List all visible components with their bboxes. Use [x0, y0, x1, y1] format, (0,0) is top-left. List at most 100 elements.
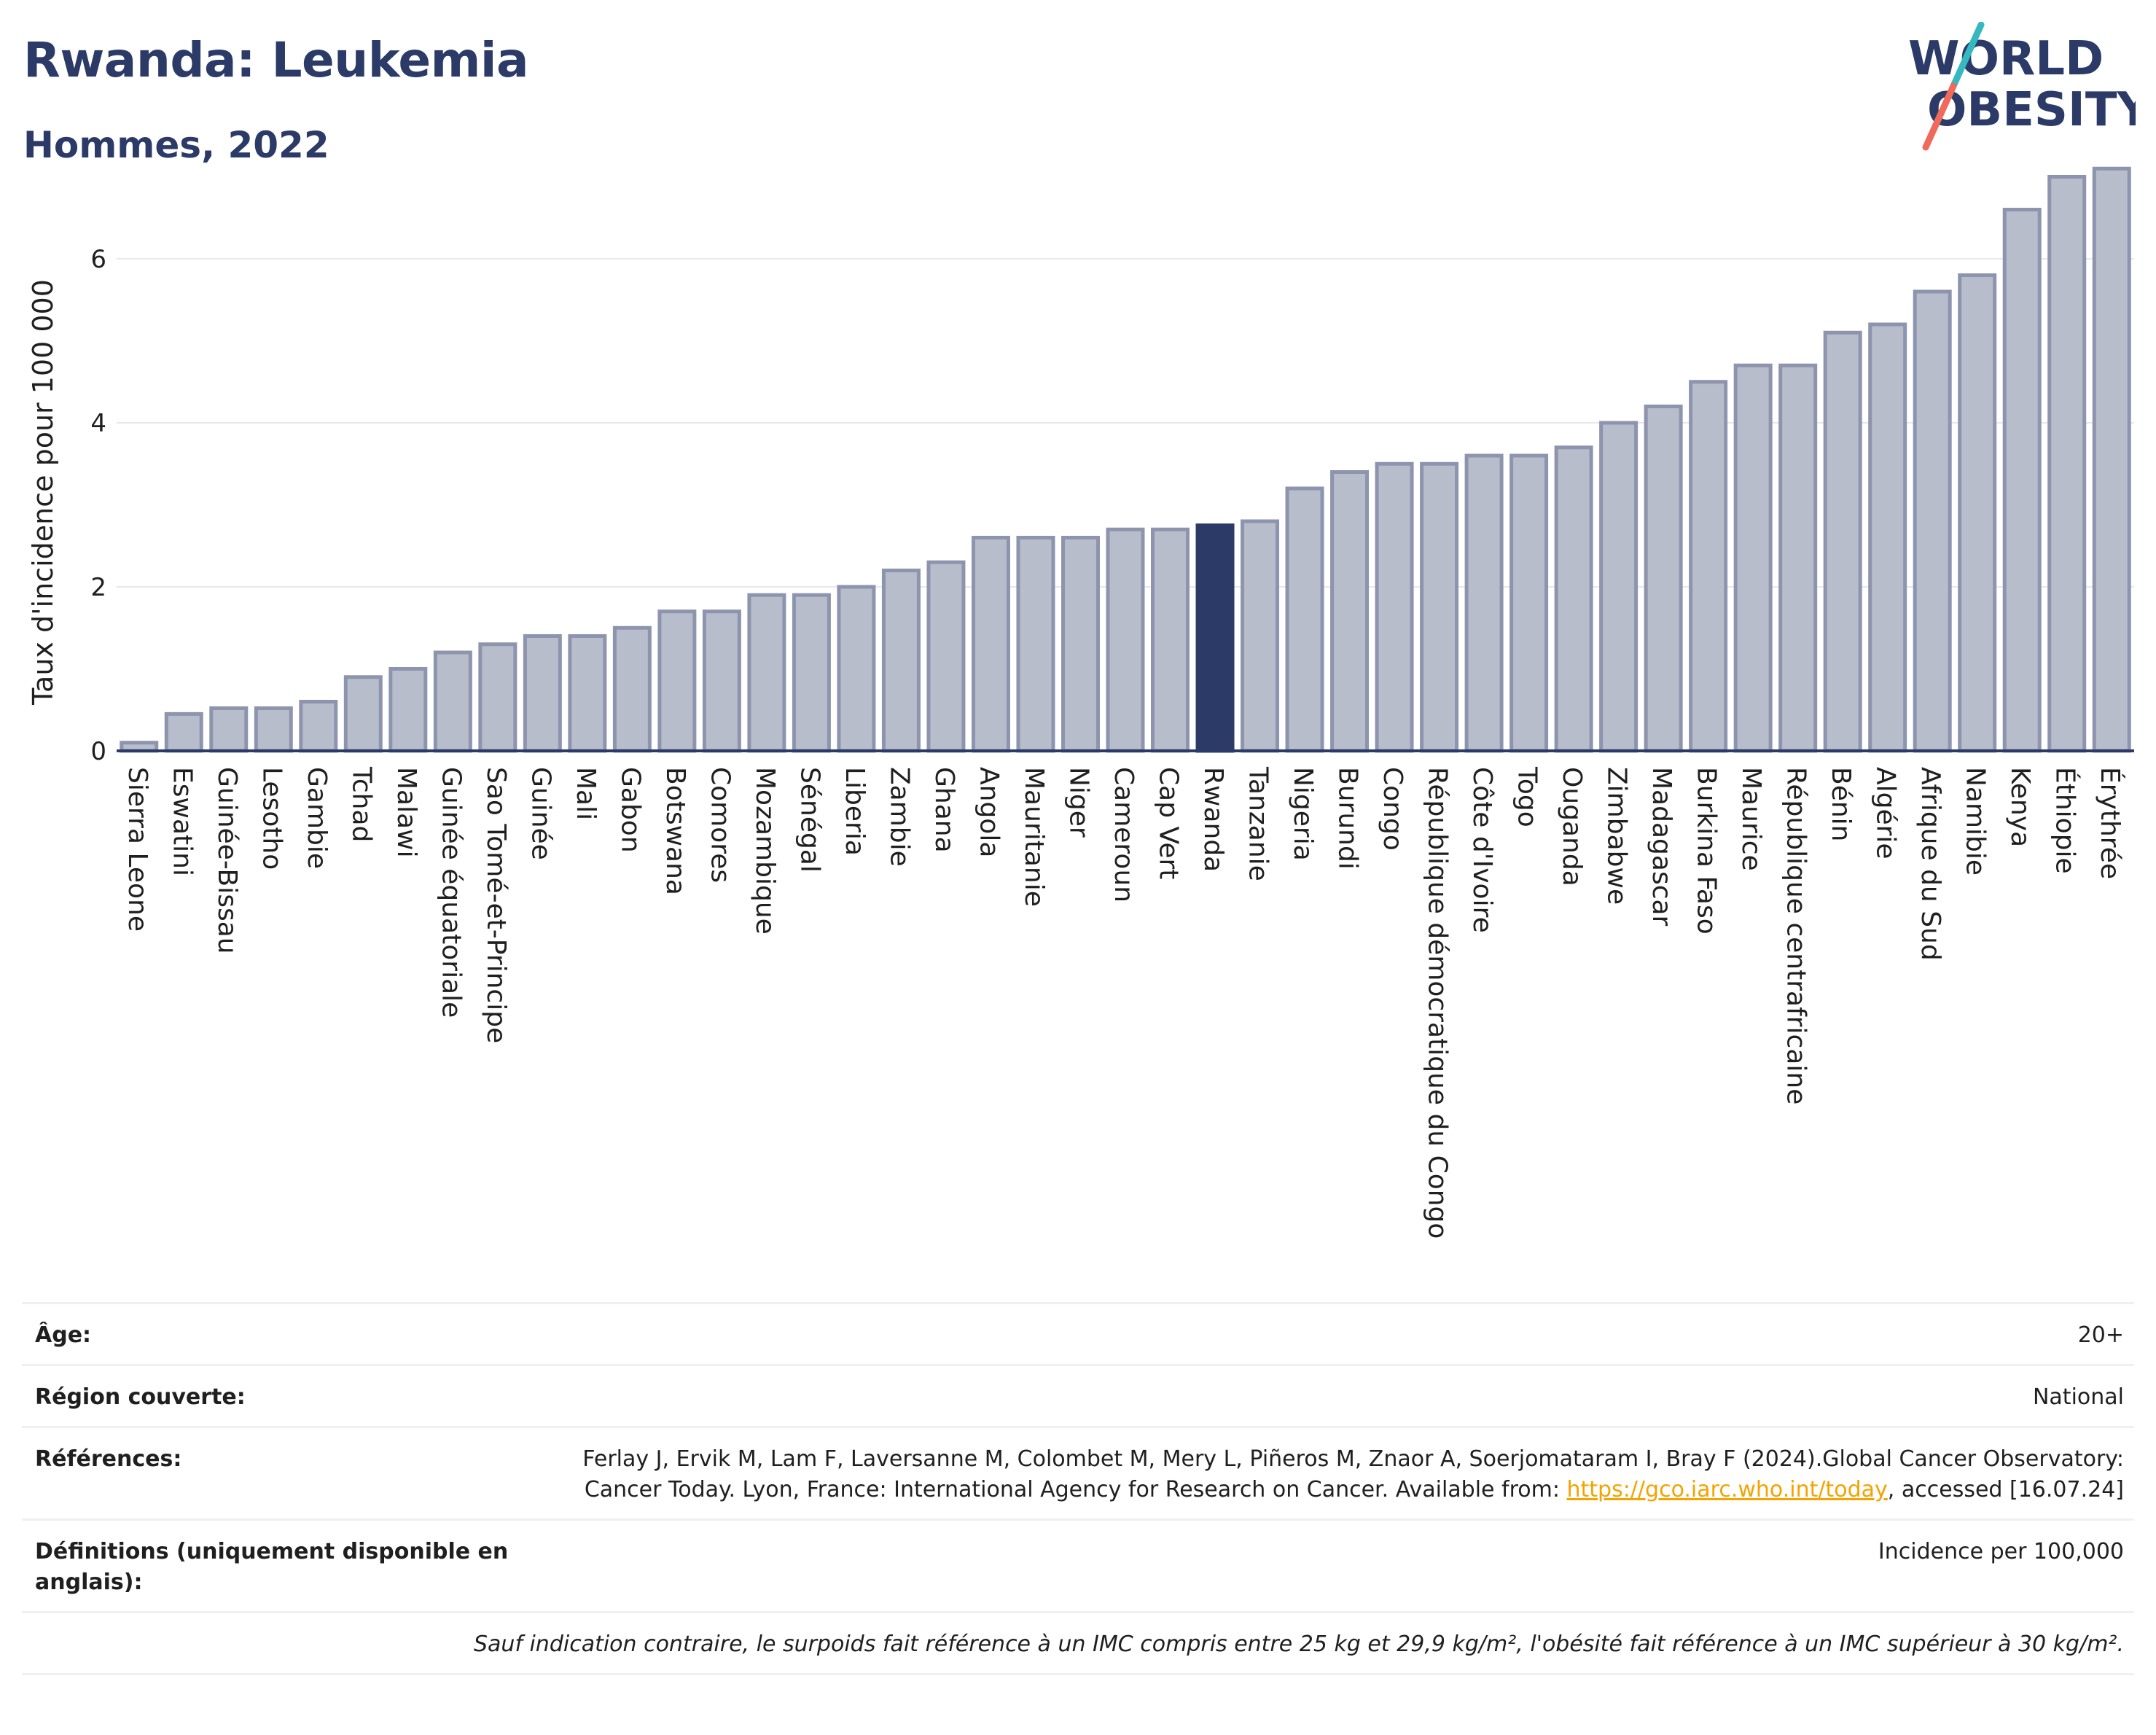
- x-tick-label: République démocratique du Congo: [1423, 767, 1453, 1239]
- x-tick-label: Gabon: [615, 767, 645, 853]
- bar-Congo: [1375, 461, 1414, 753]
- bar-Togo: [1509, 453, 1549, 753]
- y-tick-label: 2: [90, 573, 106, 602]
- bar-Zambie: [881, 569, 921, 753]
- x-tick-label: Gambie: [302, 767, 332, 869]
- x-tick-label: Congo: [1378, 767, 1407, 851]
- y-axis-label: Taux d'incidence pour 100 000: [27, 279, 59, 706]
- bar-Algérie: [1868, 322, 1907, 753]
- bar-Kenya: [2002, 208, 2042, 753]
- y-tick-label: 4: [90, 409, 106, 438]
- x-tick-label: Éthiopie: [2050, 767, 2081, 874]
- x-tick-label: Tanzanie: [1243, 766, 1273, 881]
- world-obesity-logo: WORLD OBESITY: [1908, 22, 2136, 151]
- x-tick-label: Érythrée: [2095, 767, 2125, 879]
- bar-Eswatini: [164, 711, 203, 753]
- x-tick-label: Malawi: [391, 767, 421, 858]
- logo-slash-teal: [1950, 22, 1985, 90]
- x-tick-label: Namibie: [1961, 767, 1991, 876]
- x-tick-label: Togo: [1512, 766, 1542, 827]
- x-tick-label: Niger: [1063, 767, 1093, 838]
- bar-Ouganda: [1554, 445, 1593, 753]
- bar-chart: 0 2 4 6 Sierra Leone Eswatini Guinée-Bissau Le…: [27, 166, 2134, 1239]
- bar-Guinée-Bissau: [209, 706, 249, 753]
- y-tick-labels: 0 2 4 6: [90, 245, 106, 766]
- bar-Niger: [1061, 536, 1100, 753]
- bar-Zimbabwe: [1599, 421, 1639, 753]
- bar-Ghana: [926, 560, 966, 753]
- bar-Gambie: [299, 700, 338, 753]
- x-tick-label: Guinée-Bissau: [212, 767, 242, 954]
- x-tick-label: Zimbabwe: [1602, 767, 1632, 905]
- region-label: Région couverte:: [35, 1384, 246, 1410]
- x-tick-label: Maurice: [1736, 767, 1766, 871]
- x-tick-label: Guinée équatoriale: [436, 767, 466, 1018]
- x-tick-label: Côte d'Ivoire: [1467, 767, 1497, 933]
- x-tick-label: Sierra Leone: [122, 767, 152, 932]
- bar-Comores: [702, 609, 741, 753]
- x-tick-label: Bénin: [1826, 767, 1856, 841]
- info-row-footnote: Sauf indication contraire, le surpoids f…: [22, 1611, 2134, 1675]
- x-tick-labels: Sierra Leone Eswatini Guinée-Bissau Lesotho…: [122, 766, 2125, 1239]
- y-tick-label: 6: [90, 245, 106, 274]
- references-value: Ferlay J, Ervik M, Lam F, Laversanne M, …: [557, 1444, 2124, 1505]
- logo-line1: WORLD: [1908, 32, 2104, 86]
- bar-Érythrée: [2092, 166, 2131, 753]
- x-tick-label: Rwanda: [1198, 767, 1228, 872]
- references-link[interactable]: https://gco.iarc.who.int/today: [1566, 1477, 1888, 1502]
- bar-Mauritanie: [1016, 536, 1055, 753]
- info-row-definitions: Définitions (uniquement disponible en an…: [22, 1518, 2134, 1611]
- x-tick-label: Algérie: [1871, 767, 1901, 859]
- bar-Botswana: [657, 609, 697, 753]
- x-tick-label: Eswatini: [167, 767, 197, 876]
- x-tick-label: Afrique du Sud: [1915, 767, 1945, 961]
- bar-Éthiopie: [2047, 175, 2087, 753]
- bar-Maurice: [1733, 363, 1773, 753]
- logo-line2: OBESITY: [1927, 83, 2136, 137]
- age-value: 20+: [2077, 1322, 2124, 1348]
- logo-slash-coral: [1922, 82, 1957, 151]
- definitions-label: Définitions (uniquement disponible en an…: [35, 1539, 509, 1595]
- bar-Gabon: [612, 625, 652, 753]
- x-tick-label: Nigeria: [1288, 767, 1318, 861]
- bar-Mozambique: [747, 593, 786, 753]
- page-title: Rwanda: Leukemia: [23, 32, 529, 88]
- info-row-region: Région couverte: National: [22, 1364, 2134, 1426]
- references-accessed: , accessed [16.07.24]: [1887, 1477, 2124, 1502]
- info-table: Âge: 20+ Région couverte: National Référ…: [22, 1302, 2134, 1675]
- bar-Liberia: [837, 585, 876, 753]
- bar-Malawi: [388, 667, 428, 753]
- x-tick-label: Cap Vert: [1154, 767, 1184, 879]
- references-text: Ferlay J, Ervik M, Lam F, Laversanne M, …: [582, 1446, 2124, 1502]
- footnote: Sauf indication contraire, le surpoids f…: [473, 1631, 2124, 1657]
- x-tick-label: Burundi: [1333, 767, 1363, 870]
- x-tick-label: Zambie: [884, 767, 914, 867]
- x-tick-label: Mauritanie: [1019, 767, 1049, 907]
- bar-Guinée équatoriale: [433, 650, 472, 753]
- page-subtitle: Hommes, 2022: [23, 124, 329, 166]
- bar-Bénin: [1823, 330, 1862, 753]
- bar-Afrique du Sud: [1913, 289, 1952, 753]
- bar-Nigeria: [1285, 486, 1324, 753]
- x-tick-label: Liberia: [840, 767, 870, 856]
- region-value: National: [2032, 1384, 2124, 1410]
- bar-République centrafricaine: [1778, 363, 1818, 753]
- bar-Tanzanie: [1241, 519, 1280, 753]
- info-row-references: Références: Ferlay J, Ervik M, Lam F, La…: [22, 1426, 2134, 1518]
- x-tick-label: Lesotho: [257, 767, 286, 870]
- bar-République démocratique du Congo: [1420, 461, 1459, 753]
- bar-Madagascar: [1644, 405, 1683, 753]
- bar-Angola: [971, 536, 1010, 753]
- bar-Sénégal: [792, 593, 831, 753]
- x-tick-label: Mali: [571, 767, 601, 820]
- x-tick-label: Ghana: [929, 767, 959, 853]
- bar-Guinée: [523, 634, 562, 753]
- x-tick-label: Kenya: [2005, 767, 2035, 847]
- bar-Sao Tomé-et-Principe: [478, 642, 517, 753]
- x-tick-label: Cameroun: [1109, 767, 1138, 902]
- definitions-value: Incidence per 100,000: [1878, 1539, 2124, 1564]
- x-tick-label: Sénégal: [794, 767, 824, 873]
- bar-Cap Vert: [1151, 527, 1190, 753]
- x-tick-label: Burkina Faso: [1692, 767, 1722, 935]
- x-tick-label: Comores: [705, 767, 735, 883]
